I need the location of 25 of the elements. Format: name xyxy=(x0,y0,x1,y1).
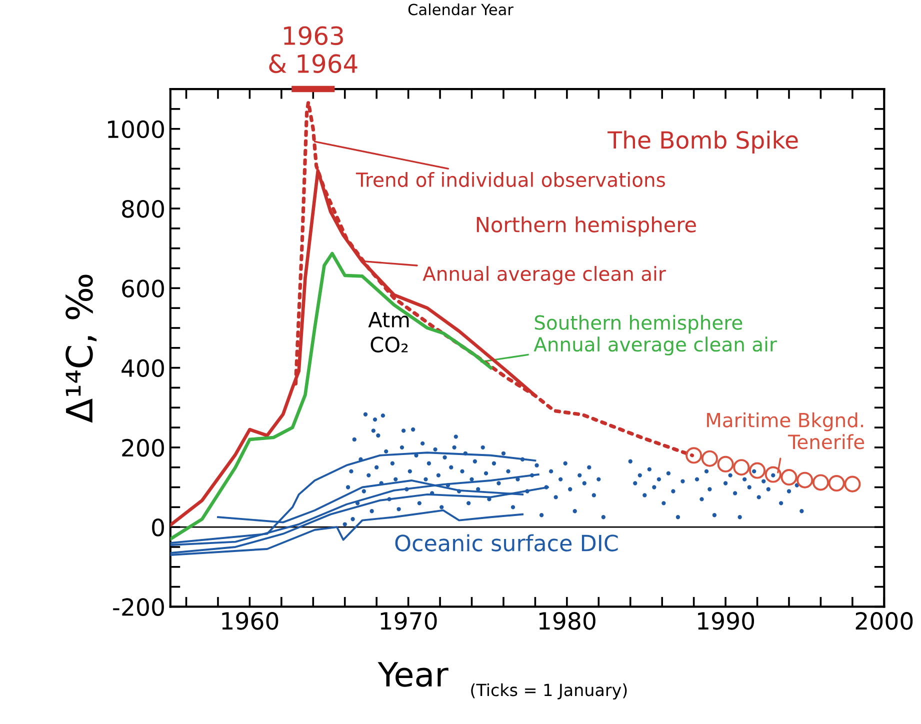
x-tick-label: 1970 xyxy=(380,612,437,630)
x-tick-label: 1980 xyxy=(539,612,596,630)
text: (Ticks = 1 January) xyxy=(471,683,627,700)
series-label: Trend of individual observations xyxy=(356,172,665,188)
annotation: Atm CO₂ xyxy=(368,312,409,352)
x-axis-title: Year xyxy=(378,662,448,687)
x-tick-label: 1990 xyxy=(698,612,754,630)
y-tick-label: -200 xyxy=(113,598,164,616)
series-label: Oceanic surface DIC xyxy=(395,534,618,552)
x-tick-label: 2000 xyxy=(856,612,913,630)
series-label: Maritime Bkgnd. Tenerife xyxy=(707,412,864,450)
y-tick-label: 400 xyxy=(122,359,164,378)
legend-label: Annual average clean air xyxy=(422,266,666,285)
annotation: Northern hemisphere xyxy=(476,216,696,237)
y-axis-title: Δ¹⁴C, ‰ xyxy=(66,274,97,423)
y-tick-label: 1000 xyxy=(108,120,164,138)
text: 1963 & 1964 xyxy=(269,26,358,74)
y-tick-label: 600 xyxy=(122,280,164,298)
y-tick-label: 800 xyxy=(122,200,164,218)
x-tick-label: 1960 xyxy=(222,612,278,630)
text: Southern hemisphere Annual average clean air xyxy=(534,314,777,356)
annotation: The Bomb Spike xyxy=(608,130,798,154)
y-tick-label: 200 xyxy=(122,438,164,457)
text: Calendar Year xyxy=(408,3,514,16)
y-tick-label: 0 xyxy=(152,518,164,536)
